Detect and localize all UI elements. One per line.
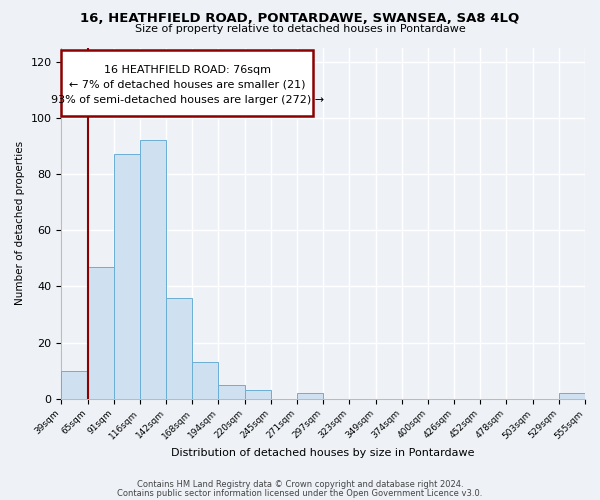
Text: ← 7% of detached houses are smaller (21): ← 7% of detached houses are smaller (21) [69,80,305,90]
Bar [193,362,218,399]
Text: Size of property relative to detached houses in Pontardawe: Size of property relative to detached ho… [134,24,466,34]
Text: 16 HEATHFIELD ROAD: 76sqm: 16 HEATHFIELD ROAD: 76sqm [104,64,271,74]
Bar [297,393,323,398]
Bar [559,393,585,398]
Bar [61,370,88,398]
Bar [166,298,193,398]
X-axis label: Distribution of detached houses by size in Pontardawe: Distribution of detached houses by size … [172,448,475,458]
Y-axis label: Number of detached properties: Number of detached properties [15,141,25,305]
Text: 93% of semi-detached houses are larger (272) →: 93% of semi-detached houses are larger (… [50,95,323,105]
FancyBboxPatch shape [61,50,313,116]
Text: Contains HM Land Registry data © Crown copyright and database right 2024.: Contains HM Land Registry data © Crown c… [137,480,463,489]
Bar [245,390,271,398]
Bar [218,384,245,398]
Text: 16, HEATHFIELD ROAD, PONTARDAWE, SWANSEA, SA8 4LQ: 16, HEATHFIELD ROAD, PONTARDAWE, SWANSEA… [80,12,520,26]
Bar [140,140,166,398]
Text: Contains public sector information licensed under the Open Government Licence v3: Contains public sector information licen… [118,488,482,498]
Bar [88,266,114,398]
Bar [114,154,140,398]
